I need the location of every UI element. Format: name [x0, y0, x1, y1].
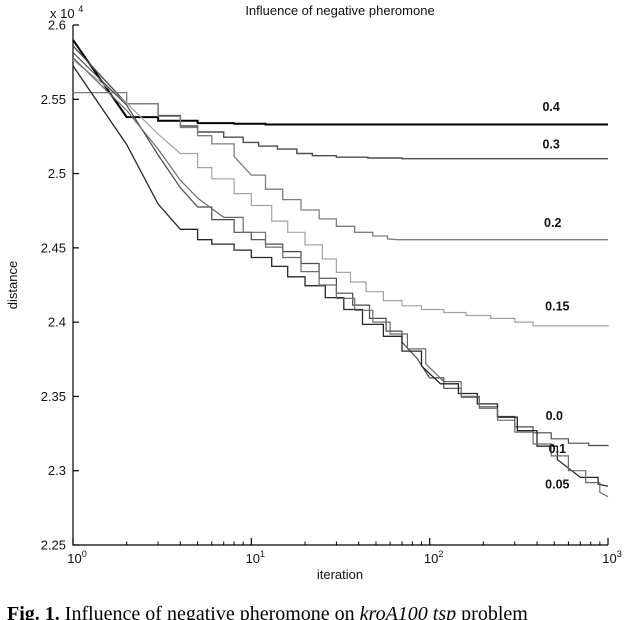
y-axis-multiplier-exp: 4: [78, 4, 83, 14]
x-tick-label-exp: 2: [438, 549, 443, 559]
series-label-0.0: 0.0: [546, 409, 563, 423]
y-tick-label: 2.6: [48, 18, 66, 33]
y-tick-label: 2.4: [48, 315, 66, 330]
figure-caption: Fig. 1. Influence of negative pheromone …: [7, 603, 640, 620]
y-tick-label: 2.5: [48, 166, 66, 181]
x-tick-label-base: 10: [602, 551, 616, 566]
y-axis-multiplier-base: x 10: [50, 6, 75, 21]
pheromone-distance-chart: Influence of negative pheromone x 10 4 d…: [5, 3, 622, 582]
series-label-0.2: 0.2: [544, 216, 561, 230]
series-label-0.15: 0.15: [545, 299, 569, 313]
series-line-0.4: [72, 39, 608, 126]
series-line-0.2: [73, 91, 608, 241]
series-label-0.3: 0.3: [542, 137, 559, 151]
y-tick-label: 2.35: [41, 389, 66, 404]
x-tick-label-base: 10: [67, 551, 81, 566]
y-axis-label: distance: [5, 261, 20, 309]
series-line-0.15: [72, 59, 609, 327]
y-tick-label: 2.45: [41, 240, 66, 255]
series-label-0.05: 0.05: [545, 478, 569, 492]
x-tick-label: 101: [246, 549, 265, 566]
x-tick-label: 103: [602, 549, 621, 566]
x-tick-label-exp: 3: [617, 549, 622, 559]
x-tick-label: 100: [67, 549, 86, 566]
caption-figure-number: Fig. 1.: [7, 603, 60, 620]
caption-problem-name: kroA100 tsp: [359, 603, 457, 620]
series-label-0.4: 0.4: [542, 100, 559, 114]
x-tick-label-base: 10: [424, 551, 438, 566]
caption-body: Influence of negative pheromone on: [59, 603, 360, 620]
x-tick-label-base: 10: [246, 551, 260, 566]
series-lines: [72, 39, 609, 498]
series-labels: 0.4 0.3 0.2 0.15 0.0 0.1 0.05: [542, 100, 569, 491]
series-line-0.1: [72, 65, 609, 487]
y-axis-multiplier: x 10 4: [50, 4, 83, 21]
x-tick-label: 102: [424, 549, 443, 566]
y-tick-label: 2.55: [41, 92, 66, 107]
y-tick-label: 2.25: [41, 538, 66, 553]
x-axis-label: iteration: [317, 567, 363, 582]
series-line-0.0: [72, 52, 609, 447]
y-tick-label: 2.3: [48, 463, 66, 478]
x-tick-label-exp: 0: [82, 549, 87, 559]
chart-title: Influence of negative pheromone: [245, 3, 434, 18]
x-tick-label-exp: 1: [260, 549, 265, 559]
series-line-0.05: [72, 57, 609, 498]
series-label-0.1: 0.1: [549, 442, 566, 456]
caption-tail: problem: [456, 603, 528, 620]
series-line-0.3: [72, 45, 608, 160]
